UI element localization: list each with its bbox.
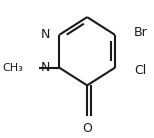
- Text: N: N: [41, 28, 51, 41]
- Text: O: O: [82, 122, 92, 135]
- Text: Br: Br: [134, 26, 148, 39]
- Text: Cl: Cl: [134, 64, 146, 77]
- Text: N: N: [41, 61, 51, 74]
- Text: CH₃: CH₃: [2, 63, 23, 73]
